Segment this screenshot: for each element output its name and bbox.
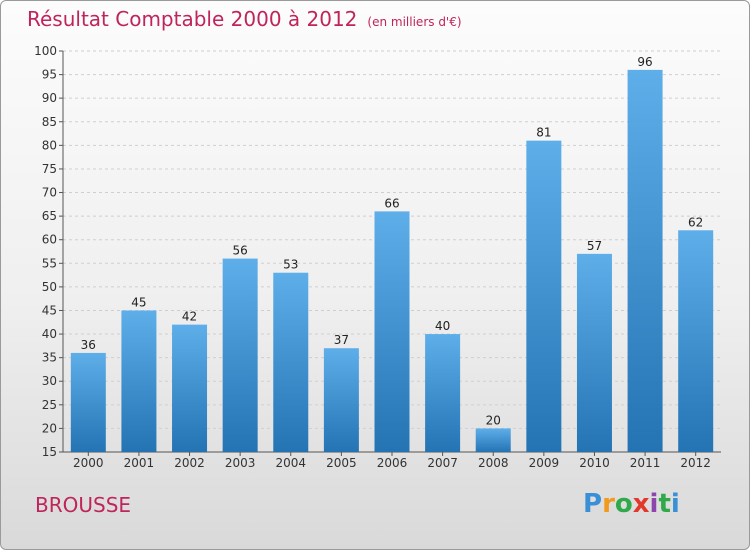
y-tick-label: 80 [42, 138, 57, 152]
bars [70, 69, 714, 452]
bar [70, 352, 106, 452]
y-tick-label: 85 [42, 115, 57, 129]
bar [526, 140, 562, 452]
bar [121, 310, 157, 452]
x-tick-label: 2000 [73, 456, 104, 470]
bar [273, 272, 309, 452]
data-label: 36 [81, 338, 96, 352]
x-tick-label: 2006 [377, 456, 408, 470]
data-label: 45 [131, 295, 146, 309]
logo-letter: r [602, 489, 615, 519]
data-label: 62 [688, 215, 703, 229]
x-tick-label: 2012 [680, 456, 711, 470]
data-label: 40 [435, 319, 450, 333]
data-label: 56 [233, 244, 248, 258]
logo-letter: i [670, 489, 680, 519]
logo-letter: x [632, 489, 650, 519]
y-tick-label: 45 [42, 303, 57, 317]
y-tick-label: 65 [42, 209, 57, 223]
x-tick-label: 2002 [174, 456, 205, 470]
x-tick-label: 2001 [124, 456, 155, 470]
y-tick-label: 100 [34, 44, 57, 58]
x-tick-label: 2009 [529, 456, 560, 470]
data-label: 81 [536, 126, 551, 140]
chart-subtitle: (en milliers d'€) [367, 15, 462, 29]
x-tick-label: 2004 [275, 456, 306, 470]
data-label: 66 [384, 196, 399, 210]
chart-title: Résultat Comptable 2000 à 2012 (en millie… [27, 7, 462, 31]
x-tick-label: 2010 [579, 456, 610, 470]
bar [222, 258, 258, 452]
axes: 15 20 25 30 35 40 45 50 55 60 65 70 75 80 85 90 95 100 200… [34, 44, 721, 470]
proxiti-logo: Proxiti [583, 489, 680, 519]
y-tick-label: 90 [42, 91, 57, 105]
y-tick-label: 50 [42, 280, 57, 294]
data-labels: 36 45 42 56 53 37 66 40 20 81 57 96 62 [81, 55, 704, 428]
data-label: 96 [637, 55, 652, 69]
logo-letter: o [614, 489, 633, 519]
y-tick-label: 55 [42, 256, 57, 270]
y-tick-label: 95 [42, 68, 57, 82]
bar [323, 348, 359, 452]
y-tick-label: 30 [42, 374, 57, 388]
bar [678, 230, 714, 452]
logo-letter: i [649, 489, 659, 519]
bar [172, 324, 208, 452]
bar [576, 253, 612, 452]
data-label: 37 [334, 333, 349, 347]
y-tick-label: 40 [42, 327, 57, 341]
x-tick-label: 2011 [630, 456, 661, 470]
y-tick-label: 20 [42, 421, 57, 435]
y-tick-label: 70 [42, 186, 57, 200]
logo-letter: t [658, 489, 671, 519]
x-tick-label: 2005 [326, 456, 357, 470]
x-tick-label: 2007 [427, 456, 458, 470]
data-label: 42 [182, 310, 197, 324]
bar [627, 69, 663, 452]
data-label: 53 [283, 258, 298, 272]
chart-title-text: Résultat Comptable 2000 à 2012 [27, 7, 358, 31]
logo-letter: P [583, 489, 603, 519]
y-tick-label: 60 [42, 233, 57, 247]
y-tick-label: 15 [42, 445, 57, 459]
bar [425, 334, 461, 452]
y-tick-label: 25 [42, 398, 57, 412]
bar [475, 428, 511, 452]
commune-name: BROUSSE [35, 493, 132, 517]
data-label: 20 [486, 413, 501, 427]
data-label: 57 [587, 239, 602, 253]
x-tick-label: 2008 [478, 456, 509, 470]
y-tick-label: 75 [42, 162, 57, 176]
y-tick-label: 35 [42, 351, 57, 365]
bar [374, 211, 410, 452]
x-tick-label: 2003 [225, 456, 256, 470]
